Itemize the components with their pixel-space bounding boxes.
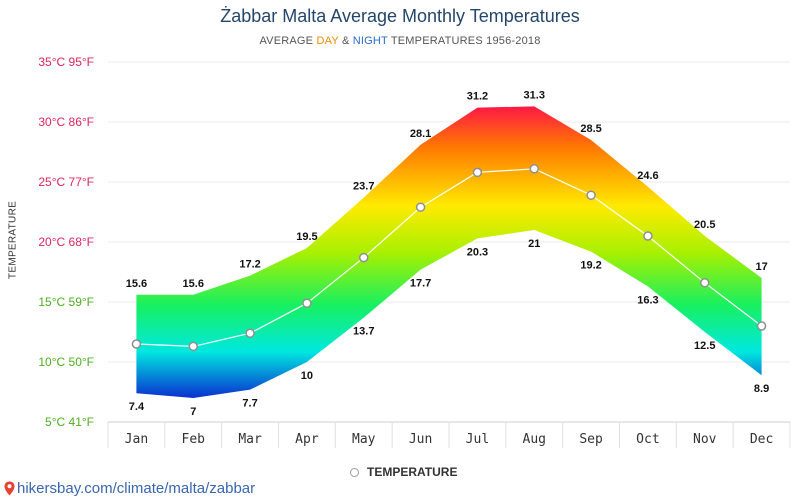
subtitle-night: NIGHT: [352, 35, 388, 47]
x-tick-label: Feb: [182, 432, 206, 447]
day-value-label: 20.5: [694, 219, 715, 231]
x-tick-label: Aug: [523, 432, 546, 447]
circle-marker-icon: [350, 467, 359, 477]
day-value-label: 17.2: [239, 259, 260, 271]
temperature-range-area: [136, 106, 762, 399]
y-tick-label: 30°C 86°F: [38, 115, 94, 129]
data-point[interactable]: [359, 252, 369, 263]
legend-label: TEMPERATURE: [367, 465, 458, 479]
data-point[interactable]: [643, 231, 653, 241]
x-tick-label: Nov: [693, 432, 717, 447]
day-value-label: 28.5: [580, 123, 601, 135]
x-tick-label: Jan: [125, 432, 148, 447]
y-tick-label: 35°C 95°F: [38, 55, 94, 69]
day-value-label: 15.6: [126, 278, 147, 290]
night-value-label: 12.5: [694, 340, 715, 352]
subtitle-day: DAY: [316, 35, 339, 47]
temperature-line: [136, 168, 762, 348]
night-value-label: 21: [528, 238, 540, 250]
source-url[interactable]: hikersbay.com/climate/malta/zabbar: [17, 480, 256, 497]
y-tick-label: 5°C 41°F: [45, 415, 94, 429]
x-tick-label: May: [352, 432, 376, 447]
night-value-label: 16.3: [637, 294, 658, 306]
day-value-label: 24.6: [637, 170, 658, 182]
y-tick-label: 15°C 59°F: [38, 295, 94, 309]
map-pin-icon: [4, 481, 15, 496]
day-value-label: 15.6: [183, 278, 204, 290]
chart-title: Żabbar Malta Average Monthly Temperature…: [220, 6, 580, 26]
data-point[interactable]: [529, 164, 539, 174]
data-labels: 15.6 15.6 17.2 19.5 23.7 28.1 31.2 31.3 28.5 24.6…: [126, 89, 770, 418]
day-value-label: 19.5: [296, 231, 317, 243]
y-tick-label: 20°C 68°F: [38, 235, 94, 249]
data-point[interactable]: [131, 339, 142, 349]
night-value-label: 17.7: [410, 278, 431, 290]
subtitle-suffix: TEMPERATURES 1956-2018: [387, 35, 541, 47]
chart-subtitle: AVERAGE DAY & NIGHT TEMPERATURES 1956-20…: [0, 35, 800, 47]
night-value-label: 19.2: [580, 260, 601, 272]
series-line: [136, 168, 762, 348]
temperature-band: [136, 106, 762, 399]
x-tick-label: Jul: [466, 432, 489, 447]
x-tick-labels: Jan Feb Mar Apr May Jun Jul Aug Sep Oct Nov Dec: [125, 432, 774, 447]
day-value-label: 17: [755, 261, 767, 273]
night-value-label: 7: [190, 406, 196, 418]
data-point[interactable]: [188, 341, 198, 352]
source-link[interactable]: hikersbay.com/climate/malta/zabbar: [4, 480, 255, 497]
data-point[interactable]: [415, 202, 426, 212]
legend: TEMPERATURE: [350, 465, 457, 479]
y-tick-label: 25°C 77°F: [38, 175, 94, 189]
x-tick-label: Sep: [579, 432, 603, 447]
y-tick-labels: 35°C 95°F 30°C 86°F 25°C 77°F 20°C 68°F 15°C…: [38, 55, 94, 429]
data-point[interactable]: [586, 190, 596, 200]
night-value-label: 10: [301, 370, 313, 382]
night-value-label: 7.7: [242, 398, 257, 410]
x-tick-label: Oct: [636, 432, 659, 447]
data-point[interactable]: [700, 278, 710, 288]
x-tick-label: Mar: [238, 432, 262, 447]
day-value-label: 31.2: [467, 91, 488, 103]
day-value-label: 28.1: [410, 128, 431, 140]
x-tick-label: Jun: [409, 432, 432, 447]
y-tick-label: 10°C 50°F: [38, 355, 94, 369]
day-value-label: 23.7: [353, 181, 374, 193]
temperature-points: [131, 164, 767, 352]
night-value-label: 13.7: [353, 326, 374, 338]
data-point[interactable]: [302, 298, 312, 308]
x-tick-label: Dec: [750, 432, 773, 447]
night-value-label: 8.9: [754, 383, 769, 395]
data-point[interactable]: [756, 321, 767, 331]
day-value-label: 31.3: [524, 89, 545, 101]
night-value-label: 7.4: [129, 401, 145, 413]
night-value-label: 20.3: [467, 246, 488, 258]
data-point[interactable]: [472, 167, 483, 178]
subtitle-middle: &: [338, 35, 353, 47]
x-tick-label: Apr: [295, 432, 319, 447]
data-point[interactable]: [245, 328, 255, 338]
subtitle-prefix: AVERAGE: [259, 35, 317, 47]
